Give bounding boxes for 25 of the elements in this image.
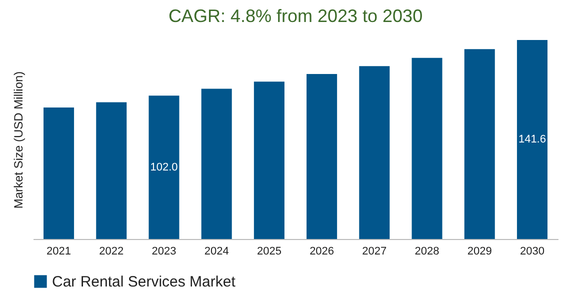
x-tick-label: 2022 bbox=[99, 246, 124, 258]
bar bbox=[96, 102, 127, 239]
x-tick-label: 2030 bbox=[520, 246, 544, 258]
y-axis-title: Market Size (USD Million) bbox=[12, 71, 26, 209]
bar bbox=[516, 40, 548, 239]
legend-label: Car Rental Services Market bbox=[52, 274, 236, 290]
bar bbox=[306, 74, 338, 239]
x-tick-label: 2025 bbox=[256, 246, 282, 258]
data-label: 102.0 bbox=[150, 161, 178, 174]
bar bbox=[254, 82, 284, 239]
bar bbox=[148, 96, 180, 239]
x-tick-label: 2024 bbox=[204, 246, 229, 258]
x-tick-label: 2028 bbox=[414, 246, 440, 258]
x-tick-label: 2029 bbox=[467, 246, 492, 258]
bar bbox=[201, 88, 232, 239]
x-tick-label: 2026 bbox=[310, 246, 334, 258]
chart-title: CAGR: 4.8% from 2023 to 2030 bbox=[168, 6, 423, 26]
bar bbox=[359, 66, 390, 239]
x-tick-label: 2023 bbox=[152, 246, 176, 258]
data-label: 141.6 bbox=[518, 134, 546, 146]
bar bbox=[464, 49, 495, 239]
x-tick-label: 2027 bbox=[362, 246, 387, 258]
bar bbox=[44, 107, 74, 239]
x-tick-label: 2021 bbox=[46, 246, 72, 258]
bar bbox=[412, 58, 442, 239]
